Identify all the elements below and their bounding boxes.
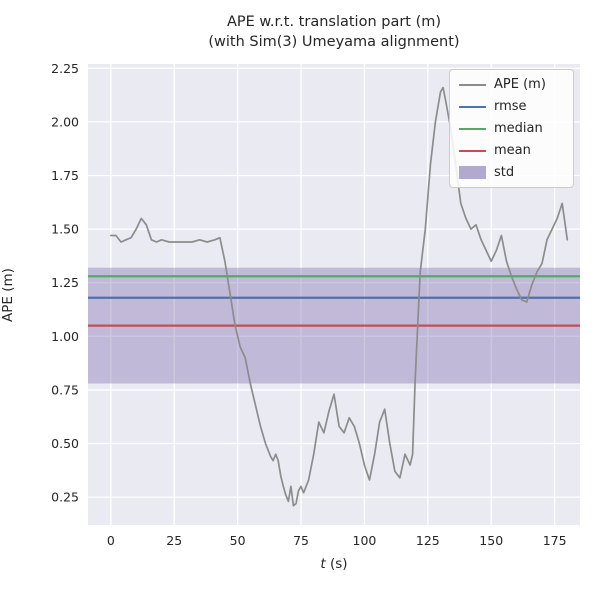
y-tick-label: 2.00	[51, 114, 79, 129]
x-tick-label: 25	[166, 533, 182, 548]
legend-label-median: median	[494, 121, 543, 136]
legend-swatch-rmse	[459, 105, 486, 108]
legend-swatch-median	[459, 127, 486, 130]
legend-item-mean: mean	[459, 143, 563, 158]
y-axis-label: APE (m)	[0, 268, 16, 322]
legend-item-rmse: rmse	[459, 99, 563, 114]
y-tick-label: 0.25	[51, 490, 79, 505]
legend-swatch-std	[459, 166, 486, 179]
chart-title-line1: APE w.r.t. translation part (m)	[226, 14, 442, 30]
chart-title: APE w.r.t. translation part (m) (with Si…	[88, 12, 580, 52]
y-tick-label: 1.50	[51, 222, 79, 237]
y-tick-label: 1.00	[51, 329, 79, 344]
legend-label-std: std	[494, 165, 515, 180]
x-tick-label: 150	[479, 533, 503, 548]
legend-label-ape: APE (m)	[494, 77, 546, 92]
x-axis-label: t (s)	[88, 556, 580, 572]
y-tick-label: 1.25	[51, 275, 79, 290]
legend-item-std: std	[459, 165, 563, 180]
legend-item-median: median	[459, 121, 563, 136]
legend-item-ape: APE (m)	[459, 77, 563, 92]
x-axis-label-var: t	[320, 556, 326, 572]
y-tick-label: 0.75	[51, 382, 79, 397]
x-tick-label: 100	[353, 533, 377, 548]
series-line	[109, 86, 569, 507]
legend-swatch-ape	[459, 83, 486, 86]
y-tick-label: 2.25	[51, 61, 79, 76]
x-tick-label: 125	[416, 533, 440, 548]
x-tick-label: 75	[293, 533, 309, 548]
legend-label-rmse: rmse	[494, 99, 527, 114]
legend-label-mean: mean	[494, 143, 531, 158]
legend-swatch-mean	[459, 149, 486, 152]
chart-title-line2: (with Sim(3) Umeyama alignment)	[208, 34, 460, 50]
x-axis-label-unit: (s)	[325, 556, 348, 572]
y-tick-label: 0.50	[51, 436, 79, 451]
x-tick-label: 0	[107, 533, 115, 548]
legend: APE (m) rmse median mean std	[449, 69, 574, 188]
x-tick-label: 175	[543, 533, 567, 548]
y-tick-label: 1.75	[51, 168, 79, 183]
x-tick-label: 50	[230, 533, 246, 548]
